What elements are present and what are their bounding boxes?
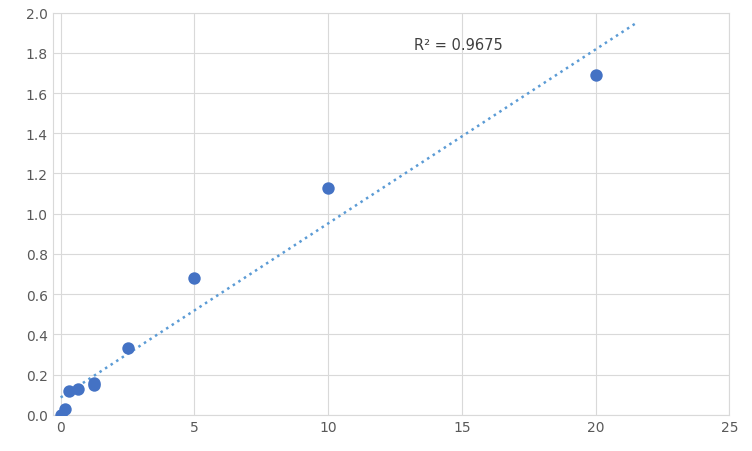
Point (189, 275, 201, 282)
Point (55, 411, 67, 419)
Point (88, 381, 100, 388)
Text: R² = 0.9675: R² = 0.9675 (414, 37, 502, 53)
Point (71, 385, 83, 392)
Point (590, 72, 602, 79)
Point (59, 405, 71, 413)
Point (122, 345, 134, 352)
Point (88, 379, 100, 387)
Point (322, 184, 334, 192)
Point (63, 387, 75, 395)
